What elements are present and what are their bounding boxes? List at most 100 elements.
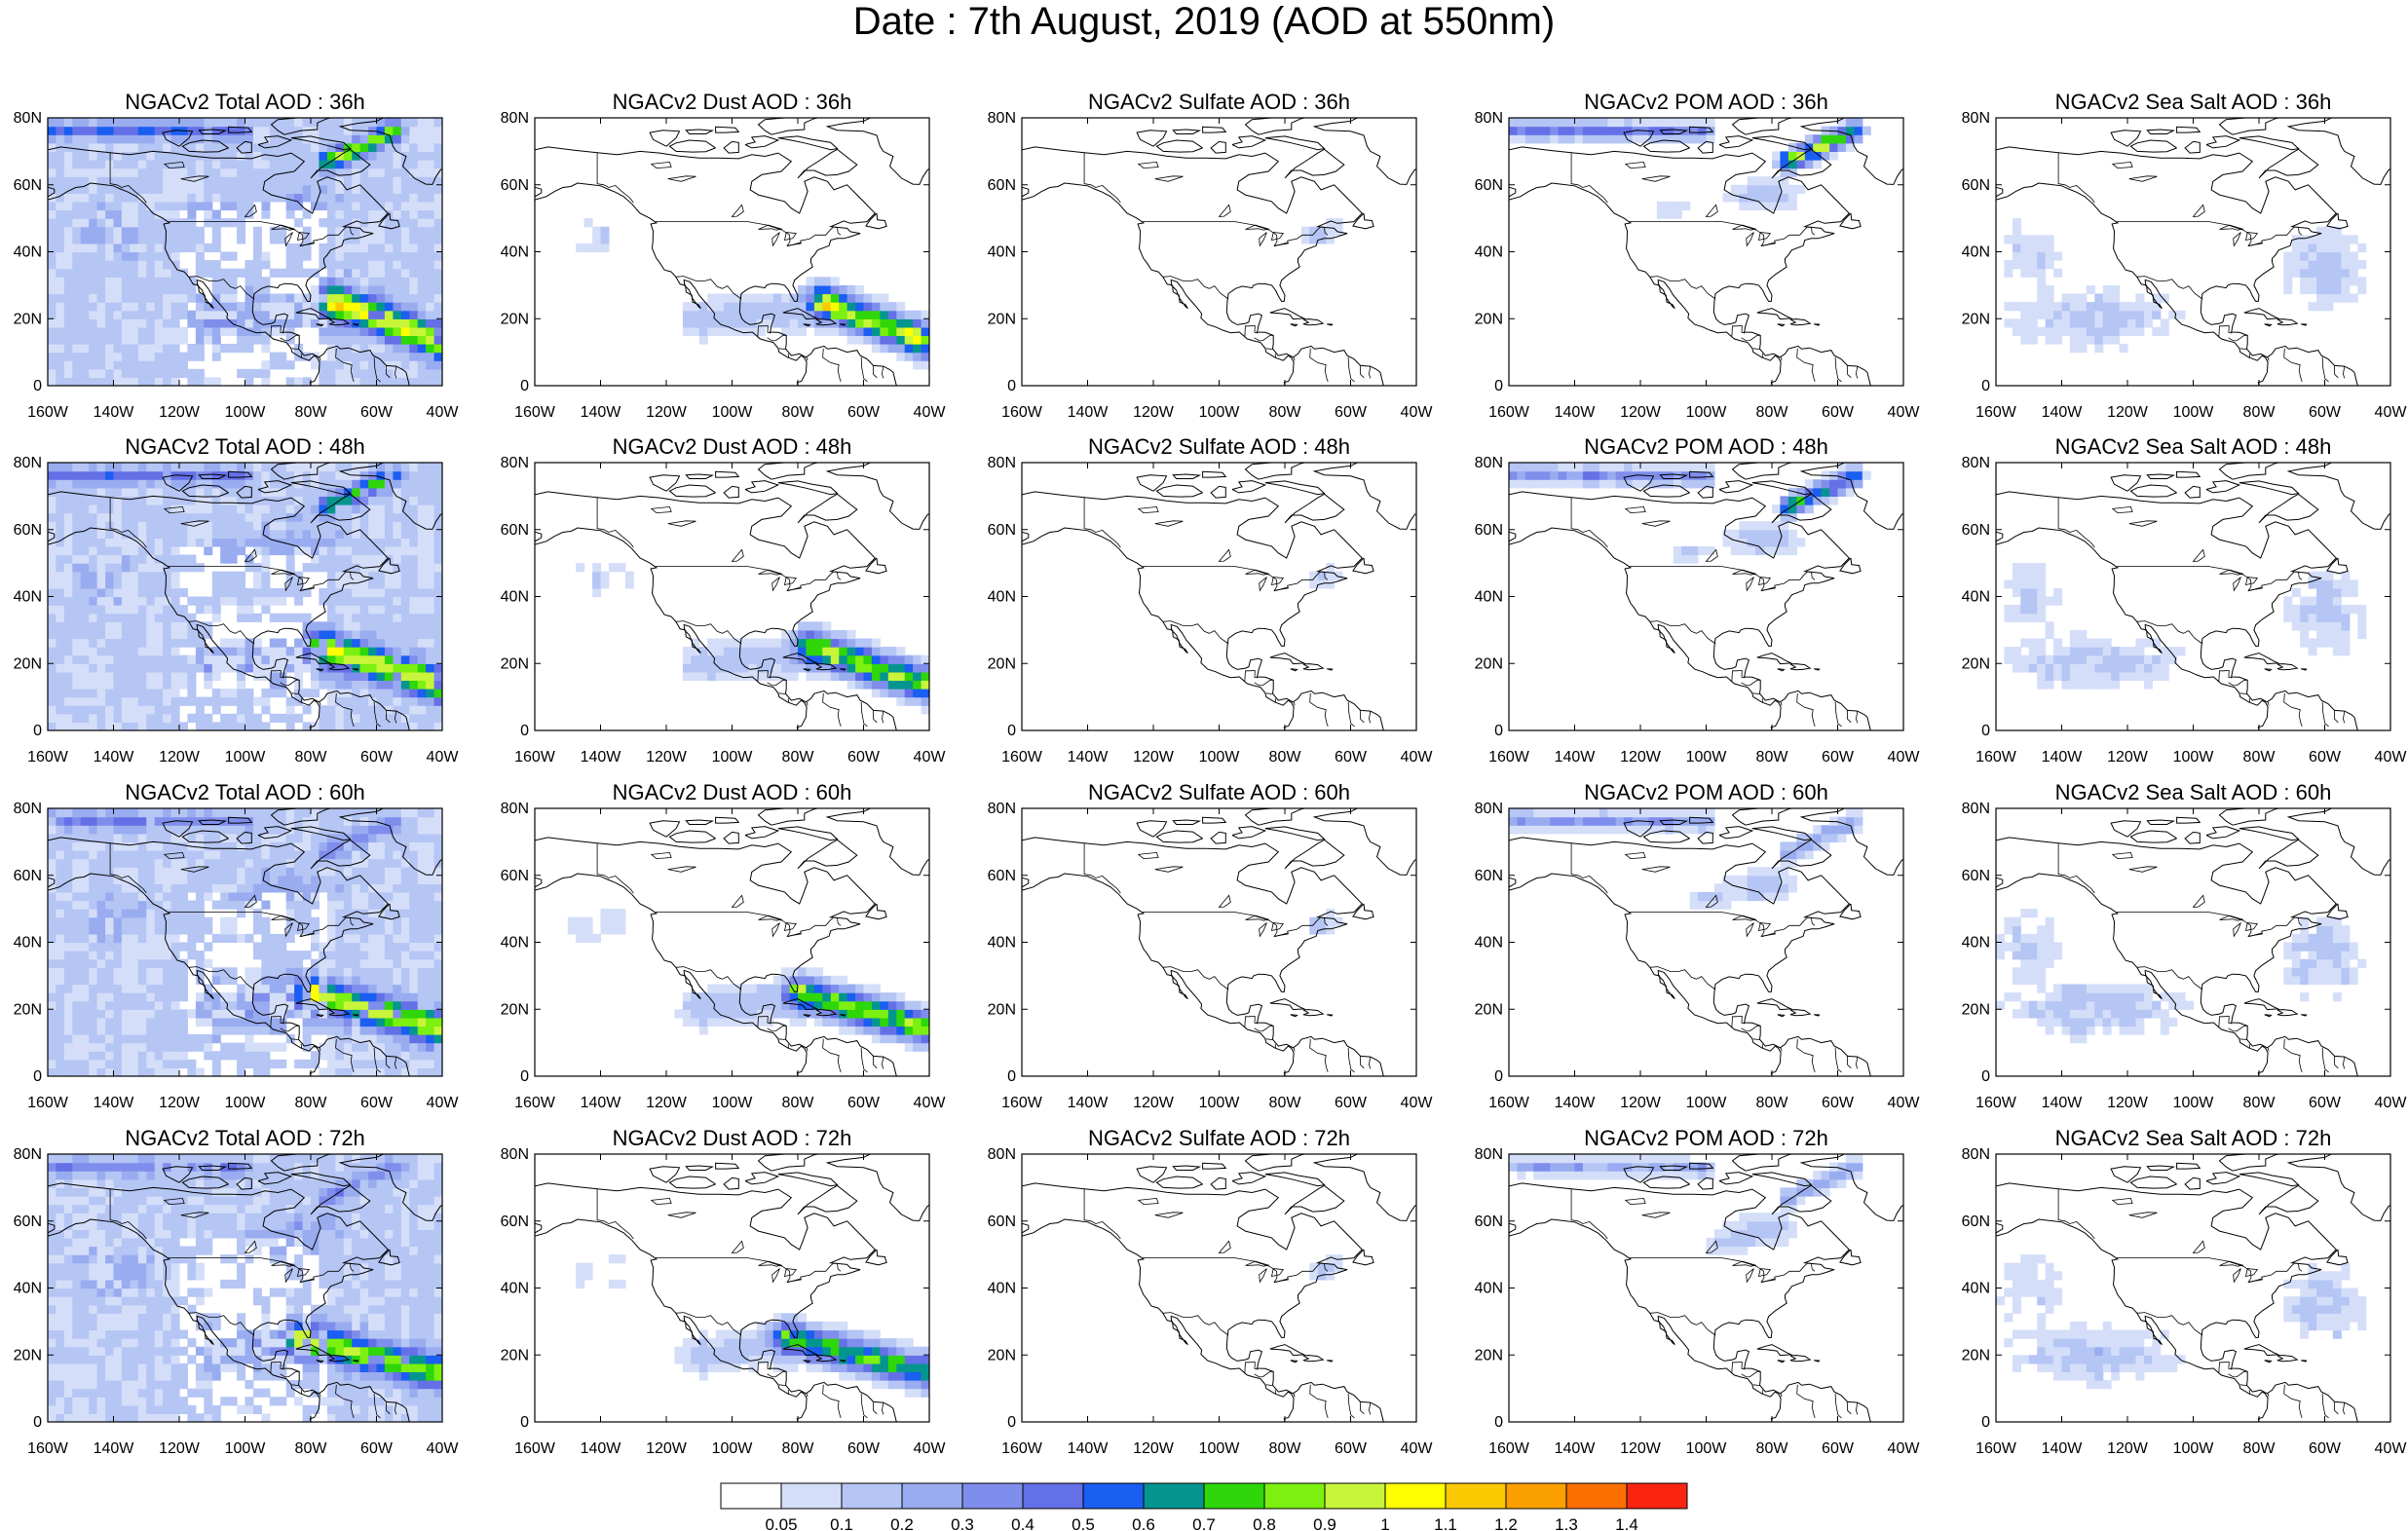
lat-tick-label: 20N [1475,655,1503,672]
lon-tick-label: 40W [427,1440,460,1457]
lon-tick-label: 60W [1822,749,1855,766]
aod-shading [576,218,929,370]
lon-tick-label: 60W [1335,1440,1368,1457]
coastlines [48,118,442,386]
lat-tick-label: 20N [988,311,1016,327]
lon-tick-label: 60W [360,749,394,766]
lon-tick-label: 160W [27,1095,69,1111]
aod-panel-sulfate-60h: NGACv2 Sulfate AOD : 60h 0 20N 40N 60N 80N 160… [988,780,1434,1111]
lat-tick-label: 0 [1981,1414,1990,1431]
lon-tick-label: 120W [1620,749,1662,766]
lon-tick-label: 80W [1756,749,1789,766]
lon-tick-label: 140W [1068,749,1110,766]
coastlines [535,1154,929,1422]
lat-tick-label: 60N [501,1214,529,1230]
aod-panel-total-36h: NGACv2 Total AOD : 36h 0 20N 40N 60N 80N 160W 1… [14,90,460,421]
lat-tick-label: 40N [988,589,1016,606]
lon-tick-label: 60W [1822,1440,1855,1457]
lat-tick-label: 40N [1475,589,1503,606]
colorbar-label: 0.4 [1011,1515,1035,1531]
lon-tick-label: 120W [1133,404,1175,421]
panel-title: NGACv2 Sulfate AOD : 48h [1088,434,1350,459]
lat-tick-label: 60N [988,177,1016,194]
lat-tick-label: 80N [1962,1146,1990,1163]
lat-tick-label: 40N [1475,935,1503,952]
lat-tick-label: 20N [1962,1001,1990,1018]
panel-title: NGACv2 Sea Salt AOD : 60h [2055,780,2332,804]
lat-tick-label: 60N [501,522,529,539]
coastlines [1996,1154,2390,1422]
lon-tick-label: 40W [1888,404,1921,421]
panel-title: NGACv2 Dust AOD : 36h [613,90,852,114]
colorbar-swatch [780,1482,843,1510]
colorbar: 0.05 0.1 0.2 0.3 0.4 0.5 0.6 0.7 0.8 0.9 1 1.1 1.2 1.… [720,1482,1688,1531]
lat-tick-label: 40N [1962,1281,1990,1297]
lat-tick-label: 20N [1962,311,1990,327]
colorbar-swatch [1263,1482,1326,1510]
lon-tick-label: 140W [94,404,135,421]
lat-tick-label: 40N [501,1281,529,1297]
aod-shading [48,118,442,386]
lon-tick-label: 100W [225,404,267,421]
colorbar-swatch [901,1482,963,1510]
lon-tick-label: 60W [847,749,881,766]
lon-tick-label: 160W [27,749,69,766]
lon-tick-label: 140W [1555,749,1597,766]
lon-tick-label: 140W [94,1095,135,1111]
lat-tick-label: 80N [988,1146,1016,1163]
lat-tick-label: 40N [1962,935,1990,952]
colorbar-swatch [1626,1482,1688,1510]
aod-panel-dust-36h: NGACv2 Dust AOD : 36h 0 20N 40N 60N 80N 160W 14… [501,90,947,421]
lat-tick-label: 80N [1962,455,1990,471]
aod-panel-pom-72h: NGACv2 POM AOD : 72h 0 20N 40N 60N 80N 160W 140… [1475,1126,1921,1457]
coastlines [1509,1154,1903,1422]
lon-tick-label: 140W [1555,1095,1597,1111]
lat-tick-label: 80N [1962,801,1990,817]
lon-tick-label: 100W [1199,404,1241,421]
coastlines [1509,463,1903,730]
lon-tick-label: 140W [581,1095,622,1111]
colorbar-label: 1.1 [1434,1515,1457,1531]
panel-title: NGACv2 Sea Salt AOD : 36h [2055,90,2332,114]
lon-tick-label: 60W [1335,1095,1368,1111]
lon-tick-label: 40W [2375,1095,2408,1111]
aod-shading [1509,463,1871,564]
aod-panel-sulfate-72h: NGACv2 Sulfate AOD : 72h 0 20N 40N 60N 80N 160… [988,1126,1434,1457]
lat-tick-label: 40N [988,935,1016,952]
lon-tick-label: 80W [1269,749,1302,766]
lon-tick-label: 160W [1975,1440,2017,1457]
lon-tick-label: 80W [2243,1440,2276,1457]
lon-tick-label: 80W [2243,1095,2276,1111]
colorbar-label: 1 [1380,1515,1389,1531]
aod-shading [567,909,929,1052]
panel-title: NGACv2 POM AOD : 60h [1584,780,1828,804]
lat-tick-label: 60N [988,522,1016,539]
lon-tick-label: 60W [2309,1440,2342,1457]
colorbar-label: 0.1 [830,1515,853,1531]
lon-tick-label: 60W [1335,404,1368,421]
lon-tick-label: 40W [914,1095,947,1111]
lat-tick-label: 80N [14,110,42,127]
lat-tick-label: 0 [1981,1068,1990,1085]
lon-tick-label: 160W [27,1440,69,1457]
aod-shading [1300,218,1343,244]
colorbar-label: 1.2 [1494,1515,1518,1531]
lon-tick-label: 160W [514,1095,556,1111]
aod-shading [1509,808,1863,910]
lat-tick-label: 60N [1475,522,1503,539]
panel-title: NGACv2 Sea Salt AOD : 48h [2055,434,2332,459]
lat-tick-label: 0 [1494,1068,1503,1085]
lon-tick-label: 80W [1756,404,1789,421]
lon-tick-label: 60W [2309,404,2342,421]
lon-tick-label: 80W [295,1440,328,1457]
lon-tick-label: 40W [2375,1440,2408,1457]
lat-tick-label: 20N [1475,1347,1503,1363]
lat-tick-label: 60N [14,868,42,884]
lon-tick-label: 40W [2375,749,2408,766]
lon-tick-label: 40W [427,749,460,766]
lon-tick-label: 120W [1620,1095,1662,1111]
lon-tick-label: 100W [1686,749,1728,766]
lon-tick-label: 140W [94,749,135,766]
coastlines [1022,1154,1416,1422]
lat-tick-label: 80N [988,455,1016,471]
